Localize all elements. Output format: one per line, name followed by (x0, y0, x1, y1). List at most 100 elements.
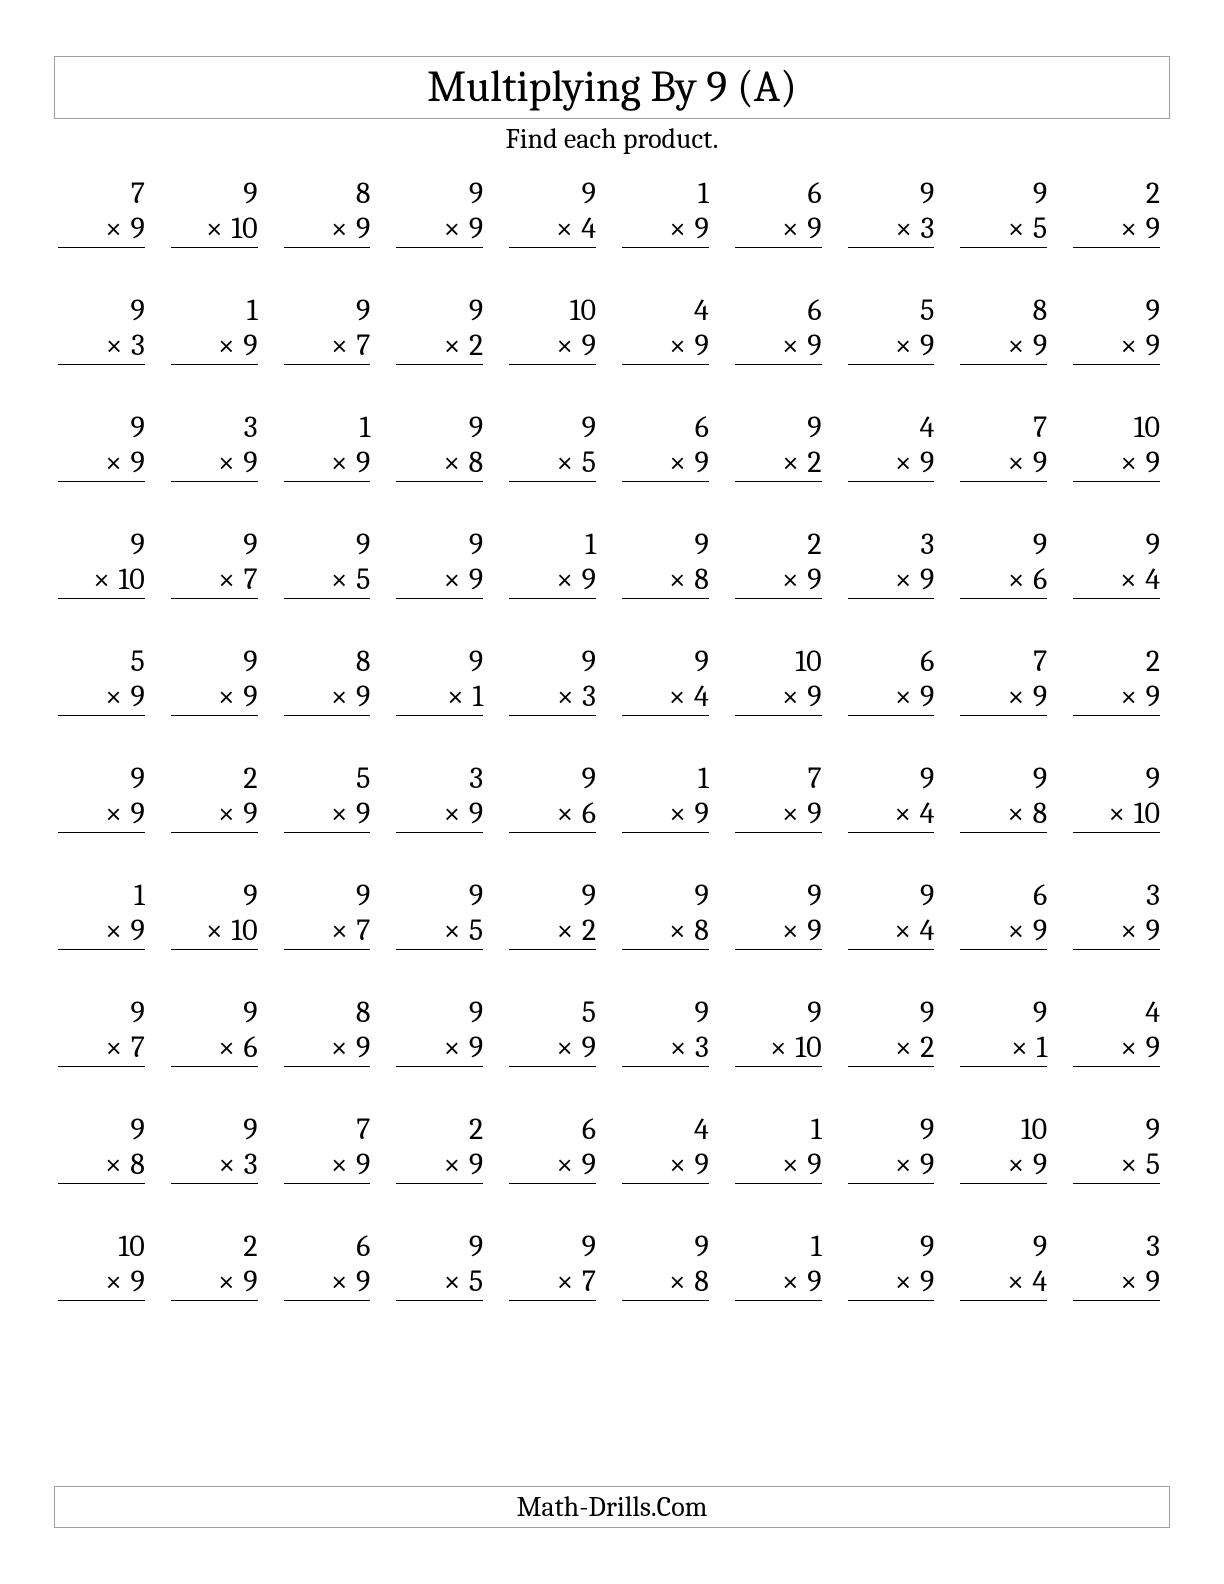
times-sign: × (444, 1264, 463, 1299)
times-sign: × (219, 1147, 238, 1182)
problem: 3× 9 (396, 762, 489, 833)
times-sign: × (444, 328, 463, 363)
times-sign: × (1120, 211, 1139, 246)
multiplicand: 9 (1073, 294, 1160, 329)
multiplicand: 10 (509, 294, 596, 329)
times-sign: × (331, 913, 350, 948)
multiplicand: 9 (960, 177, 1047, 212)
problem: 1× 9 (622, 177, 715, 248)
multiplicand: 9 (396, 996, 483, 1031)
multiplier-row: × 2 (735, 446, 822, 483)
problem: 9× 10 (735, 996, 828, 1067)
times-sign: × (1120, 913, 1139, 948)
multiplier-row: × 9 (622, 446, 709, 483)
times-sign: × (782, 562, 801, 597)
multiplicand: 8 (284, 645, 371, 680)
multiplier: 7 (575, 1264, 596, 1299)
multiplier-row: × 7 (284, 914, 371, 951)
multiplier-row: × 9 (396, 797, 483, 834)
multiplier: 9 (237, 679, 258, 714)
problem: 1× 9 (509, 528, 602, 599)
problem: 1× 9 (284, 411, 377, 482)
problem: 9× 9 (848, 1113, 941, 1184)
multiplier-row: × 2 (848, 1031, 935, 1068)
multiplicand: 9 (171, 177, 258, 212)
multiplicand: 9 (509, 177, 596, 212)
times-sign: × (444, 1147, 463, 1182)
multiplier-row: × 9 (284, 446, 371, 483)
multiplier: 8 (462, 445, 483, 480)
multiplier: 9 (801, 796, 822, 831)
multiplicand: 9 (848, 1230, 935, 1265)
problem: 9× 4 (848, 762, 941, 833)
multiplier-row: × 5 (960, 212, 1047, 249)
multiplier: 8 (688, 913, 709, 948)
problem: 9× 7 (284, 879, 377, 950)
multiplicand: 9 (1073, 762, 1160, 797)
problem: 4× 9 (622, 1113, 715, 1184)
times-sign: × (782, 679, 801, 714)
multiplier-row: × 9 (284, 1265, 371, 1302)
multiplier-row: × 9 (848, 680, 935, 717)
times-sign: × (894, 913, 913, 948)
multiplicand: 9 (171, 996, 258, 1031)
multiplier: 9 (237, 328, 258, 363)
multiplicand: 9 (58, 294, 145, 329)
times-sign: × (218, 1264, 237, 1299)
times-sign: × (1108, 796, 1127, 831)
multiplicand: 9 (58, 1113, 145, 1148)
multiplier: 8 (688, 562, 709, 597)
multiplicand: 7 (284, 1113, 371, 1148)
multiplier-row: × 3 (509, 680, 596, 717)
footer-box: Math-Drills.Com (54, 1486, 1170, 1528)
multiplicand: 9 (396, 528, 483, 563)
times-sign: × (1120, 679, 1139, 714)
multiplicand: 3 (848, 528, 935, 563)
times-sign: × (1121, 1147, 1140, 1182)
multiplier: 2 (801, 445, 822, 480)
problem: 1× 9 (171, 294, 264, 365)
multiplicand: 9 (396, 177, 483, 212)
times-sign: × (218, 1030, 237, 1065)
problem: 10× 9 (735, 645, 828, 716)
multiplicand: 1 (622, 177, 709, 212)
multiplicand: 2 (171, 1230, 258, 1265)
problem: 2× 9 (171, 1230, 264, 1301)
multiplier: 9 (801, 1264, 822, 1299)
multiplier: 9 (349, 211, 370, 246)
problem: 3× 9 (1073, 1230, 1166, 1301)
multiplicand: 9 (848, 879, 935, 914)
multiplicand: 9 (509, 411, 596, 446)
multiplier-row: × 9 (509, 1148, 596, 1185)
multiplier: 9 (462, 211, 483, 246)
times-sign: × (1008, 679, 1027, 714)
multiplicand: 9 (848, 177, 935, 212)
multiplicand: 9 (284, 294, 371, 329)
multiplier: 9 (575, 562, 596, 597)
multiplicand: 9 (396, 294, 483, 329)
multiplier-row: × 4 (848, 914, 935, 951)
multiplicand: 9 (735, 411, 822, 446)
problem: 4× 9 (622, 294, 715, 365)
problem: 9× 5 (960, 177, 1053, 248)
times-sign: × (93, 562, 112, 597)
multiplier: 2 (575, 913, 596, 948)
problem: 9× 5 (396, 879, 489, 950)
problem: 2× 9 (735, 528, 828, 599)
problem: 9× 9 (396, 177, 489, 248)
problem: 9× 5 (1073, 1113, 1166, 1184)
multiplicand: 5 (284, 762, 371, 797)
multiplier: 6 (1026, 562, 1047, 597)
multiplicand: 10 (960, 1113, 1047, 1148)
multiplicand: 9 (622, 879, 709, 914)
problem: 9× 10 (171, 879, 264, 950)
times-sign: × (218, 796, 237, 831)
multiplier-row: × 4 (1073, 563, 1160, 600)
multiplier-row: × 9 (284, 1031, 371, 1068)
multiplier-row: × 9 (396, 563, 483, 600)
problem: 6× 9 (509, 1113, 602, 1184)
times-sign: × (105, 796, 124, 831)
problem: 3× 9 (171, 411, 264, 482)
multiplier-row: × 2 (509, 914, 596, 951)
multiplicand: 9 (848, 762, 935, 797)
